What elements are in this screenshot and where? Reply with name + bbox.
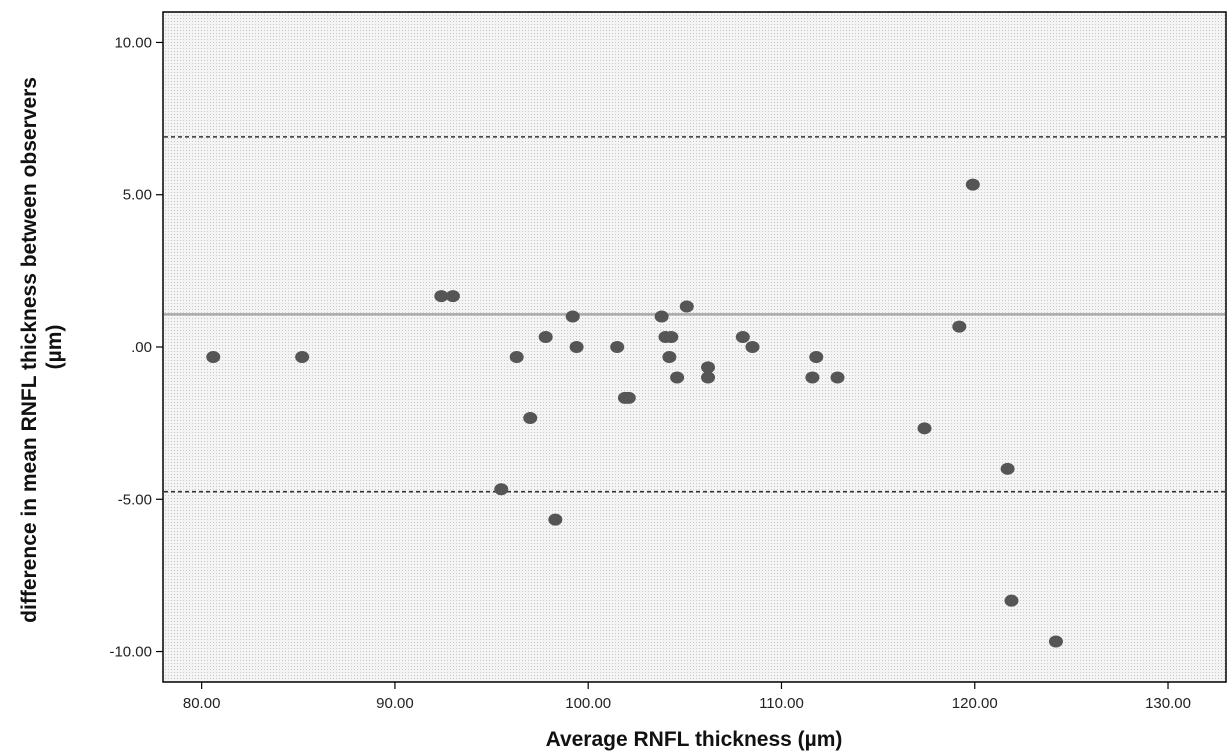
y-tick-label: 5.00: [123, 187, 152, 204]
y-tick-label: -5.00: [118, 491, 152, 508]
data-point: [830, 371, 845, 384]
data-point: [670, 371, 685, 384]
data-point: [565, 310, 580, 323]
x-tick-label: 130.00: [1145, 695, 1191, 712]
data-point: [569, 341, 584, 353]
data-point: [735, 330, 750, 343]
x-tick-label: 90.00: [376, 695, 414, 712]
data-point: [445, 290, 460, 303]
data-point: [917, 422, 932, 435]
data-point: [1004, 594, 1019, 607]
data-point: [662, 351, 677, 364]
x-tick-label: 110.00: [759, 695, 804, 712]
y-axis-title-line-2: (µm): [43, 325, 66, 370]
data-point: [1000, 462, 1015, 475]
data-point: [809, 351, 824, 364]
data-point: [295, 351, 310, 364]
data-point: [509, 351, 524, 364]
data-point: [494, 483, 509, 496]
data-point: [952, 320, 967, 333]
data-point: [701, 361, 716, 374]
data-point: [523, 411, 538, 424]
x-tick-label: 120.00: [952, 695, 998, 712]
data-point: [434, 290, 449, 303]
y-tick-label: -10.00: [109, 644, 152, 661]
data-point: [621, 391, 636, 404]
data-point: [548, 513, 563, 526]
data-point: [1048, 635, 1063, 648]
data-point: [679, 300, 694, 313]
data-point: [965, 178, 980, 191]
data-point: [610, 341, 625, 353]
plot-area: [162, 11, 1227, 683]
y-axis-title: difference in mean RNFL thickness betwee…: [18, 71, 66, 623]
x-axis-title: Average RNFL thickness (µm): [546, 728, 843, 751]
y-tick-label: .00: [131, 339, 152, 356]
x-tick-label: 100.00: [565, 695, 611, 712]
data-point: [745, 341, 760, 353]
y-tick-label: 10.00: [114, 34, 152, 51]
y-axis-title-line-1: difference in mean RNFL thickness betwee…: [18, 77, 41, 623]
data-point: [805, 371, 820, 384]
data-point: [206, 351, 221, 364]
data-point: [538, 330, 553, 343]
data-point: [701, 371, 716, 384]
x-tick-label: 80.00: [183, 695, 221, 712]
data-point: [664, 330, 679, 343]
data-point: [654, 310, 669, 323]
